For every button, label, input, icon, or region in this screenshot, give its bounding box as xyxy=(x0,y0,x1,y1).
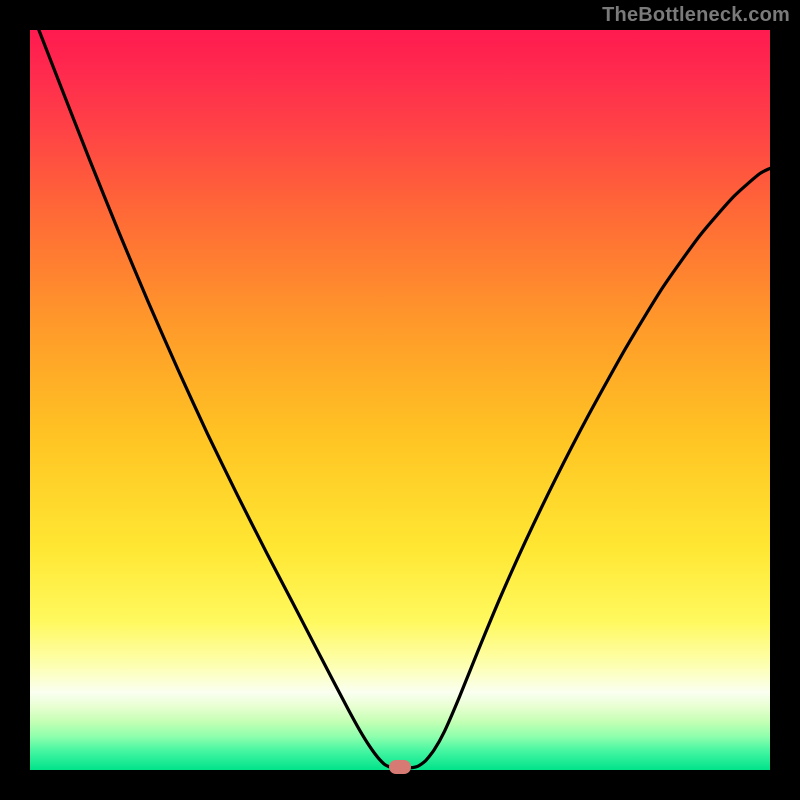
curve-layer xyxy=(30,30,770,770)
bottleneck-curve xyxy=(39,30,770,768)
plot-area xyxy=(30,30,770,770)
watermark-text: TheBottleneck.com xyxy=(602,4,790,27)
minimum-marker xyxy=(389,760,411,774)
chart-frame: TheBottleneck.com xyxy=(0,0,800,800)
